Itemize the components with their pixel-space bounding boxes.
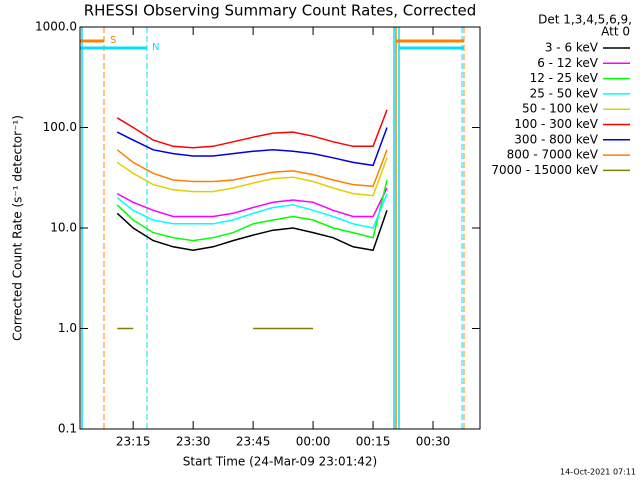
x-tick-label: 23:30: [176, 435, 211, 449]
x-tick-label: 00:30: [416, 435, 451, 449]
footer: 14-Oct-2021 07:11: [560, 468, 636, 477]
legend-header: Att 0: [601, 25, 630, 39]
legend-header: Det 1,3,4,5,6,9,: [538, 13, 632, 27]
series-line: [116, 210, 388, 252]
legend-label: 3 - 6 keV: [545, 41, 599, 55]
legend-label: 300 - 800 keV: [514, 132, 598, 146]
x-axis-label: Start Time (24-Mar-09 23:01:42): [183, 455, 377, 469]
legend-label: 25 - 50 keV: [530, 86, 599, 100]
y-tick-label: 100.0: [43, 120, 77, 134]
legend-label: 100 - 300 keV: [514, 117, 598, 131]
y-tick-label: 10.0: [50, 221, 77, 235]
legend-label: 800 - 7000 keV: [507, 148, 599, 162]
legend-label: 6 - 12 keV: [537, 56, 599, 70]
x-tick-label: 23:45: [236, 435, 271, 449]
annotation: N: [152, 42, 159, 53]
legend-label: 50 - 100 keV: [522, 102, 599, 116]
y-axis-label: Corrected Count Rate (s⁻¹ detector⁻¹): [11, 115, 25, 341]
legend-label: 7000 - 15000 keV: [491, 163, 598, 177]
series-line: [116, 127, 388, 167]
y-tick-label: 1000.0: [35, 20, 77, 34]
legend-label: 12 - 25 keV: [530, 71, 599, 85]
x-tick-label: 00:00: [296, 435, 331, 449]
x-tick-label: 23:15: [116, 435, 151, 449]
series-line: [116, 149, 388, 188]
series-line: [116, 157, 388, 197]
x-tick-label: 00:15: [356, 435, 391, 449]
y-tick-label: 0.1: [58, 422, 77, 436]
y-tick-label: 1.0: [58, 321, 77, 335]
chart-title: RHESSI Observing Summary Count Rates, Co…: [84, 2, 477, 20]
series-line: [116, 187, 388, 218]
series-line: [116, 109, 388, 149]
series-line: [116, 179, 388, 242]
annotation: S: [110, 35, 116, 46]
series-line: [116, 193, 388, 229]
